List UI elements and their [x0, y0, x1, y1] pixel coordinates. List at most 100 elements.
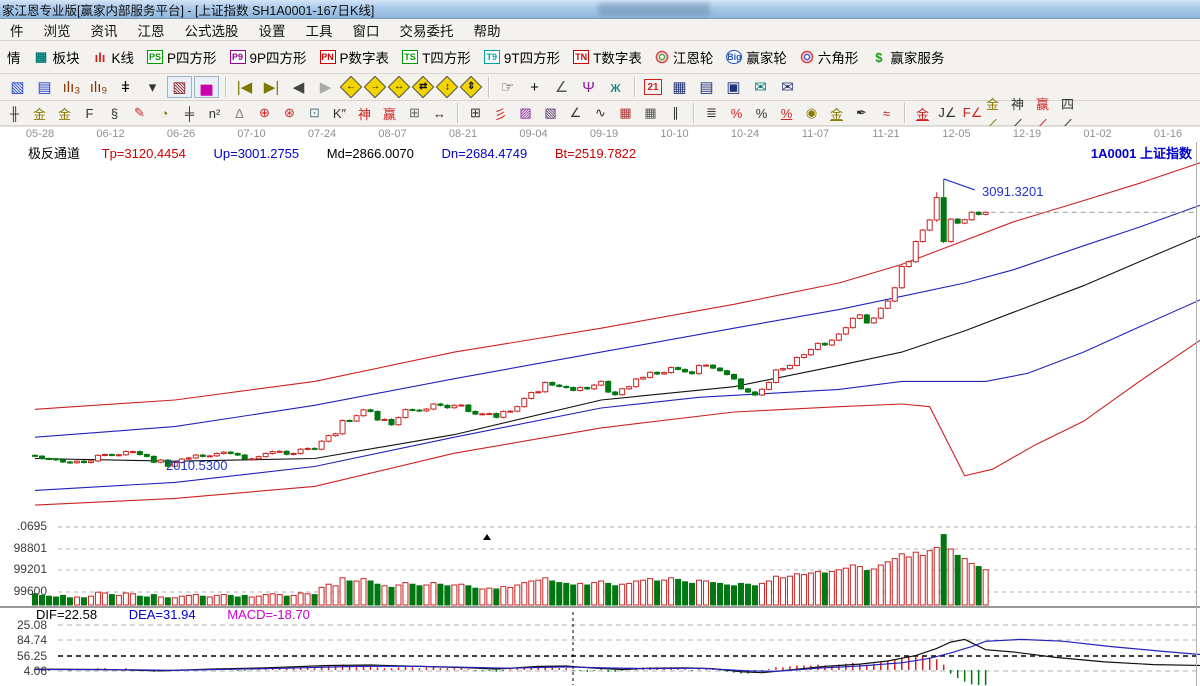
shen-angle-icon[interactable]: 神∠ [1011, 97, 1025, 131]
gold-line-icon[interactable]: 金 [829, 106, 843, 122]
percent-line-icon[interactable]: % [780, 105, 793, 121]
menu-item-8[interactable]: 交易委托 [399, 23, 454, 39]
j-angle-icon[interactable]: J∠ [938, 105, 957, 120]
shen-tool-icon[interactable]: 神 [357, 106, 371, 122]
wave-tool-icon[interactable]: ж [610, 78, 621, 96]
ying-angle-icon[interactable]: 赢∠ [1036, 97, 1050, 131]
angle-lines-icon[interactable]: ∠ [569, 105, 582, 120]
f-angle-icon[interactable]: F∠ [962, 105, 983, 120]
ruler-fine-icon[interactable]: ╪ [184, 105, 195, 121]
volume-gridlines [58, 526, 1196, 593]
toolbar-button-blocks[interactable]: ▦ 板块 [29, 46, 87, 68]
menu-item-6[interactable]: 工具 [305, 23, 333, 39]
drag-hand-icon[interactable]: ☞ [500, 79, 515, 96]
fan-box-dark-icon[interactable]: ▧ [544, 105, 557, 120]
save-icon[interactable]: ▣ [726, 79, 741, 96]
calculator-icon[interactable]: ▦ [672, 79, 687, 96]
gold-angle-icon[interactable]: 金∠ [986, 97, 1000, 131]
percent-icon[interactable]: % [755, 105, 768, 121]
zoom-left-icon[interactable]: ← [339, 75, 363, 99]
menu-item-7[interactable]: 窗口 [352, 23, 380, 39]
nav-prev-icon[interactable]: ◀ [292, 79, 305, 96]
spiral-icon[interactable]: § [110, 105, 119, 121]
fan-rays-icon[interactable]: 彡 [493, 106, 507, 122]
candle-dropdown-icon[interactable]: ▾ [148, 79, 157, 96]
send-web-icon[interactable]: ✉ [754, 79, 767, 96]
fan-box-purple-icon[interactable]: ▨ [519, 105, 532, 120]
menu-item-3[interactable]: 江恩 [137, 23, 165, 39]
toolbar-button-quote[interactable]: 情 [2, 46, 28, 68]
wave-lines-icon[interactable]: ∿ [595, 105, 606, 120]
nav-last-icon[interactable]: ▶| [263, 79, 280, 96]
toolbar-button-gann-wheel[interactable]: 江恩轮 [650, 46, 721, 68]
time-cycle-icon[interactable]: ◔ [160, 105, 169, 121]
zoom-right-icon[interactable]: → [363, 75, 387, 99]
grid-plus-icon[interactable]: ⊞ [470, 105, 481, 120]
zoom-h-shrink-icon[interactable]: ⇄ [411, 75, 435, 99]
toolbar-button-p9-square[interactable]: P9 9P四方形 [225, 46, 314, 68]
zoom-v-expand-icon[interactable]: ↕ [435, 75, 459, 99]
pattern-window-icon[interactable]: ▧ [167, 76, 192, 98]
gann-band-icon[interactable]: Ψ [582, 78, 595, 96]
n-square-icon[interactable]: n² [208, 105, 221, 121]
crosshair-icon[interactable]: + [530, 78, 539, 96]
angle-a-icon[interactable]: Δ [235, 105, 244, 121]
bars-3-icon[interactable]: ılı₃ [62, 78, 81, 96]
calendar-21-icon[interactable]: 21 [644, 79, 662, 95]
ying-tool-icon[interactable]: 赢 [382, 106, 396, 122]
ruler-horizontal-icon[interactable]: ╫ [9, 105, 20, 121]
candle-tool-icon[interactable]: ǂ [121, 78, 130, 96]
toolbar-button-t-square[interactable]: TS T四方形 [397, 46, 478, 68]
ruler-123-icon[interactable]: ⊞ [409, 105, 420, 120]
macd-header: DIF=22.58 DEA=31.94 MACD=-18.70 [36, 607, 338, 622]
gold-ring-icon[interactable]: ◉ [805, 105, 818, 120]
info-doc-icon[interactable]: ▤ [37, 79, 52, 96]
circle-target-icon[interactable]: ⊕ [259, 105, 270, 120]
toolbar-separator [457, 103, 458, 123]
toolbar-button-p-number-table[interactable]: PN P数字表 [315, 46, 397, 68]
angle-measure-icon[interactable]: ∠ [554, 79, 569, 96]
square-target-icon[interactable]: ⊡ [309, 105, 320, 120]
si-angle-icon[interactable]: 四∠ [1061, 97, 1075, 131]
toolbar-button-hexagon[interactable]: 六角形 [795, 46, 866, 68]
kline-chart[interactable] [0, 142, 1200, 686]
notepad-icon[interactable]: ▤ [699, 79, 714, 96]
toolbar-button-kline[interactable]: ılı K线 [88, 46, 142, 68]
toolbar-button-p-square[interactable]: PS P四方形 [142, 46, 224, 68]
wave-percent-icon[interactable]: ≈ [882, 105, 891, 121]
marker-pen-icon[interactable]: ✎ [134, 105, 145, 120]
gold-angle-red-icon[interactable]: 金 [915, 106, 929, 122]
zoom-v-shrink-icon[interactable]: ⇕ [459, 75, 483, 99]
nav-first-icon[interactable]: |◀ [236, 79, 253, 96]
zigzag-pattern-icon[interactable]: ▧ [10, 79, 25, 96]
grid-arrow-icon[interactable]: ▦ [644, 105, 657, 120]
toolbar-button-winner-service[interactable]: $ 赢家服务 [866, 46, 951, 68]
toolbar-button-t-number-table[interactable]: TN T数字表 [568, 46, 649, 68]
toolbar-separator [904, 103, 905, 123]
parallel-lines-icon[interactable]: ∥ [672, 105, 679, 120]
toolbar-button-winner-wheel[interactable]: Big 赢家轮 [721, 46, 794, 68]
color-histogram-icon[interactable]: ▅ [194, 76, 219, 98]
star-target-icon[interactable]: ⊛ [284, 105, 295, 120]
menu-item-1[interactable]: 浏览 [43, 23, 71, 39]
toolbar-button-t9-square[interactable]: T9 9T四方形 [479, 46, 567, 68]
nav-next-icon[interactable]: ▶ [319, 79, 332, 96]
grid-red-icon[interactable]: ▦ [619, 105, 632, 120]
percent-box-icon[interactable]: % [730, 105, 743, 121]
ruler-f-icon[interactable]: F [85, 105, 94, 121]
menu-item-5[interactable]: 设置 [258, 23, 286, 39]
k-marker-icon[interactable]: K″ [332, 105, 347, 121]
menu-item-4[interactable]: 公式选股 [184, 23, 239, 39]
zoom-h-expand-icon[interactable]: ↔ [387, 75, 411, 99]
channel-line-dn [34, 299, 1200, 491]
scale-chart-icon[interactable]: ≣ [706, 105, 717, 120]
span-arrows-icon[interactable]: ↔ [433, 105, 446, 121]
gann-gold-grid-2-icon[interactable]: 金 [57, 106, 71, 122]
ink-brush-icon[interactable]: ✒ [856, 105, 867, 120]
menu-item-2[interactable]: 资讯 [90, 23, 118, 39]
send-report-icon[interactable]: ✉ [781, 79, 794, 96]
menu-item-0[interactable]: 件 [10, 23, 24, 39]
menu-item-9[interactable]: 帮助 [473, 23, 501, 39]
bars-9-icon[interactable]: ılı₉ [89, 78, 108, 96]
gann-gold-grid-icon[interactable]: 金 [32, 106, 46, 122]
